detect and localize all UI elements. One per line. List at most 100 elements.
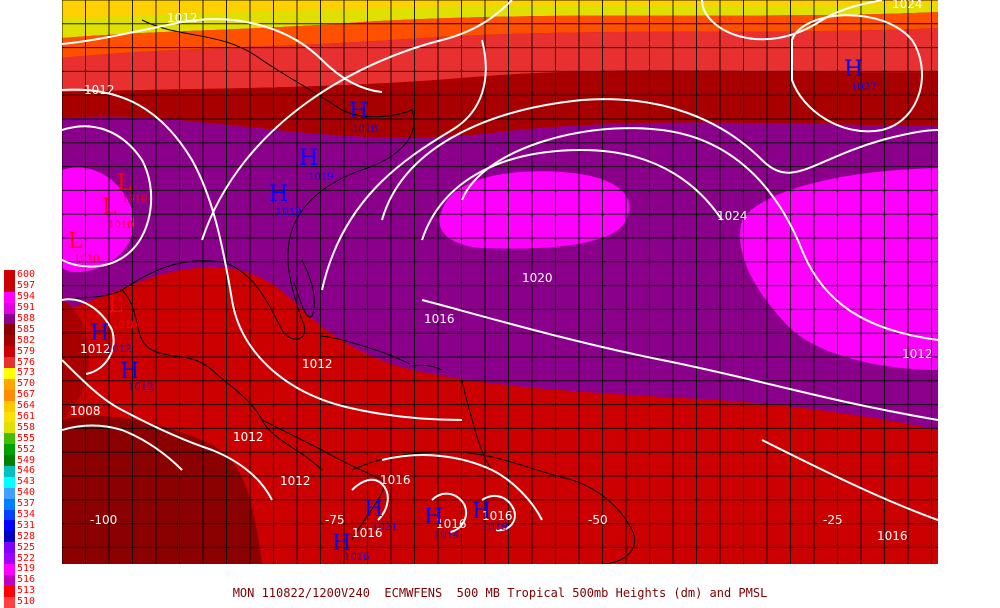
legend-row: 561 bbox=[4, 412, 44, 423]
legend-row: 600 bbox=[4, 270, 44, 281]
legend-swatch bbox=[4, 368, 15, 379]
legend-row: 558 bbox=[4, 421, 44, 434]
pressure-center-low: L 1010 bbox=[108, 293, 137, 331]
pressure-center-value: 1027 bbox=[851, 82, 876, 93]
pressure-center-letter: L bbox=[108, 293, 123, 318]
pressure-center-low: L 1010 bbox=[68, 229, 99, 265]
legend-row: 597 bbox=[4, 281, 44, 292]
legend-row: 537 bbox=[4, 499, 44, 510]
pressure-center-high: H 1019 bbox=[472, 499, 507, 533]
longitude-label: -75 bbox=[325, 513, 345, 527]
isobar-label: 1016 bbox=[380, 473, 411, 487]
isobar-1016-s bbox=[381, 454, 543, 521]
legend-swatch bbox=[4, 574, 15, 586]
legend-label: 573 bbox=[17, 367, 36, 379]
isobar-label: 1016 bbox=[424, 312, 455, 326]
legend-label: 522 bbox=[17, 552, 36, 564]
legend-swatch bbox=[4, 585, 15, 597]
pressure-center-letter: H bbox=[269, 182, 288, 207]
legend-swatch bbox=[4, 291, 15, 303]
legend-label: 540 bbox=[17, 487, 36, 499]
legend-label: 570 bbox=[17, 378, 36, 390]
legend-swatch bbox=[4, 542, 15, 554]
isobar-1016-se bbox=[761, 439, 938, 521]
pressure-center-value: 1010 bbox=[112, 320, 137, 331]
legend-label: 567 bbox=[17, 389, 36, 401]
legend-label: 513 bbox=[17, 585, 36, 597]
legend-label: 582 bbox=[17, 334, 36, 346]
longitude-label: -50 bbox=[588, 513, 608, 527]
pressure-center-letter: L bbox=[117, 171, 132, 196]
legend-label: 558 bbox=[17, 421, 36, 433]
isobar-1020 bbox=[381, 98, 938, 221]
legend-row: 576 bbox=[4, 357, 44, 369]
legend-swatch bbox=[4, 520, 15, 532]
coastline-florida bbox=[293, 259, 315, 318]
weather-map: -100 -75 -50 -25 1012 1024 1012 1024 102… bbox=[62, 0, 938, 564]
isobar-1008 bbox=[62, 424, 183, 471]
isobar-label: 1012 bbox=[84, 83, 115, 97]
legend-label: 546 bbox=[17, 465, 36, 477]
pressure-center-low: L 1010 bbox=[102, 195, 133, 231]
legend-swatch bbox=[4, 498, 15, 510]
isobar-cluster-1 bbox=[351, 478, 389, 521]
isobar-1020-b bbox=[421, 148, 723, 241]
legend-row: 594 bbox=[4, 292, 44, 303]
legend-swatch bbox=[4, 466, 15, 477]
legend-row: 588 bbox=[4, 314, 44, 325]
isobar-cluster-3 bbox=[481, 494, 516, 532]
legend-label: 528 bbox=[17, 530, 36, 542]
region-585-west bbox=[62, 300, 89, 420]
map-caption: MON 110822/1200V240 ECMWFENS 500 MB Trop… bbox=[232, 586, 768, 600]
pressure-center-value: 1010 bbox=[74, 254, 99, 265]
legend-label: 543 bbox=[17, 476, 36, 488]
pressure-center-value: 1012 bbox=[106, 344, 131, 355]
coastline-gulf bbox=[121, 289, 323, 471]
region-591-west bbox=[62, 167, 134, 273]
legend-swatch bbox=[4, 487, 15, 499]
legend-label: 519 bbox=[17, 563, 36, 575]
isobar-low-west-2 bbox=[62, 298, 115, 375]
legend-swatch bbox=[4, 335, 15, 347]
pressure-center-high: H 1027 bbox=[844, 57, 876, 93]
pressure-center-high: H 1018 bbox=[349, 99, 377, 135]
legend-label: 552 bbox=[17, 443, 36, 455]
pressure-center-letter: H bbox=[90, 321, 109, 346]
pressure-center-letter: H bbox=[120, 359, 139, 384]
legend-label: 561 bbox=[17, 411, 36, 423]
coastline-hispaniola bbox=[411, 364, 443, 371]
legend-label: 534 bbox=[17, 509, 36, 521]
legend-label: 588 bbox=[17, 313, 36, 324]
legend-row: 564 bbox=[4, 401, 44, 412]
isobar-label: 1012 bbox=[167, 11, 198, 25]
isobar-1016 bbox=[201, 0, 513, 241]
pressure-center-value: 1021 bbox=[372, 522, 397, 533]
legend-swatch bbox=[4, 531, 15, 543]
pressure-center-letter: H bbox=[424, 505, 443, 530]
isobar-1024 bbox=[461, 127, 938, 341]
legend-swatch bbox=[4, 346, 15, 358]
coastline-central-america bbox=[261, 419, 385, 541]
isobar-label: 1016 bbox=[436, 517, 467, 531]
pressure-center-letter: L bbox=[68, 229, 83, 254]
legend-swatch bbox=[4, 378, 15, 390]
region-588 bbox=[62, 116, 938, 430]
legend-row: 534 bbox=[4, 510, 44, 521]
legend-row: 519 bbox=[4, 564, 44, 575]
coastlines bbox=[62, 19, 636, 564]
legend-label: 594 bbox=[17, 291, 36, 303]
legend-swatch bbox=[4, 564, 15, 575]
isobar-1012-a bbox=[62, 18, 383, 93]
isobar-1027-ring bbox=[791, 14, 923, 133]
isobar-label: 1020 bbox=[522, 271, 553, 285]
legend-row: 582 bbox=[4, 334, 44, 347]
isobar-label: 1012 bbox=[280, 474, 311, 488]
isobars bbox=[62, 0, 938, 533]
legend-swatch bbox=[4, 280, 15, 292]
isobar-label: 1012 bbox=[233, 430, 264, 444]
pressure-center-value: 1016 bbox=[344, 552, 369, 563]
legend-swatch bbox=[4, 444, 15, 456]
pressure-center-letter: H bbox=[349, 99, 368, 124]
region-576 bbox=[62, 28, 938, 92]
legend-row: 591 bbox=[4, 303, 44, 314]
